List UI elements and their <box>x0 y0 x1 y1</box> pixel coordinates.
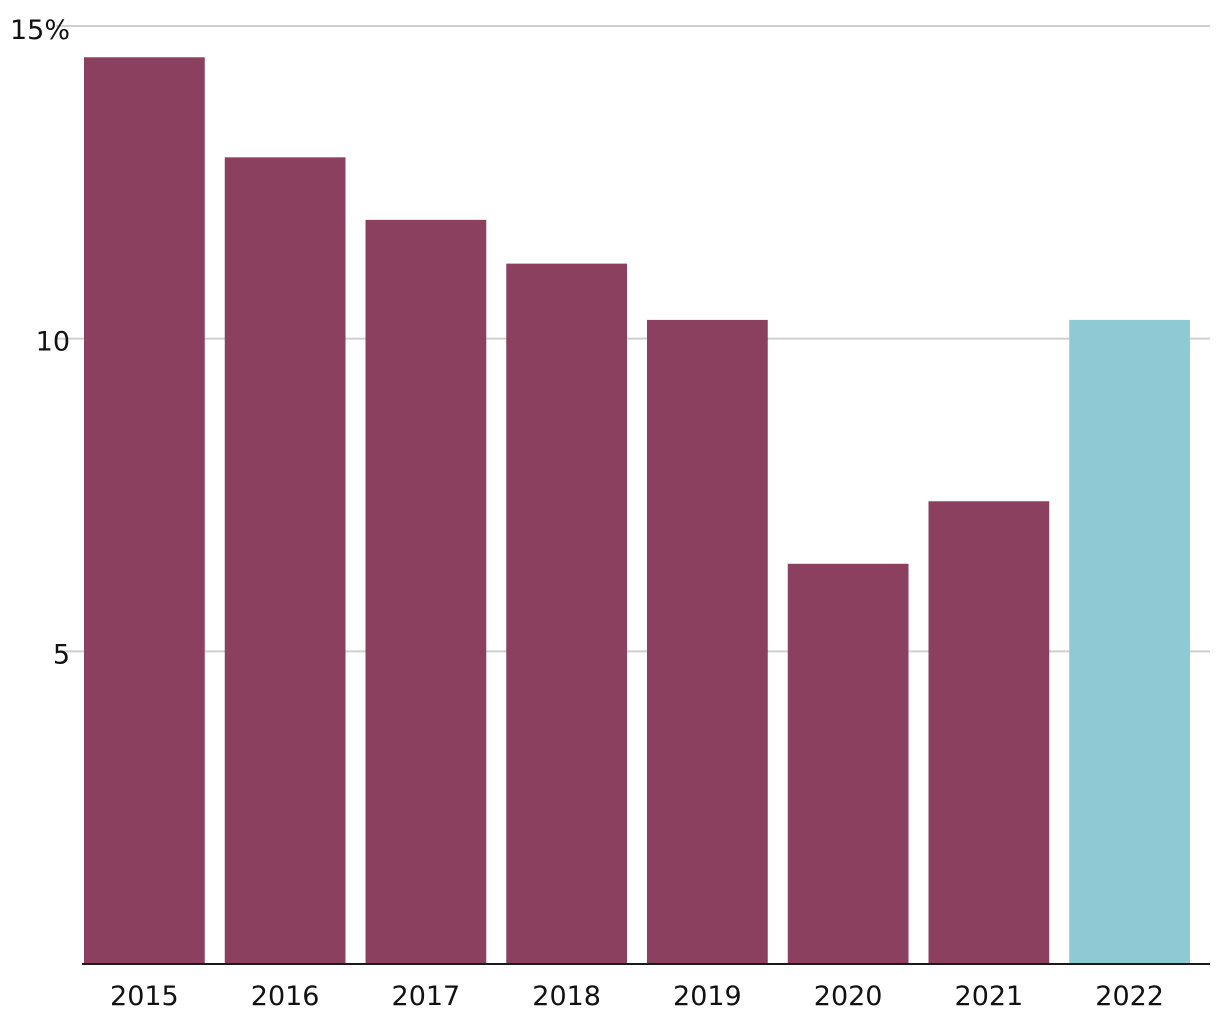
x-tick-label-2020: 2020 <box>814 981 883 1012</box>
bar-2017 <box>365 219 487 964</box>
bar-2016 <box>224 157 346 964</box>
x-tick-label-2016: 2016 <box>251 981 320 1012</box>
bar-2019 <box>647 319 768 964</box>
x-tick-label-2017: 2017 <box>392 981 461 1012</box>
y-tick-label: 10 <box>36 327 70 358</box>
x-tick-label-2015: 2015 <box>110 981 179 1012</box>
bar-2015 <box>84 57 205 965</box>
y-axis-ticks: 15% 10 5 <box>10 15 70 670</box>
y-tick-label: 15% <box>10 15 70 46</box>
bar-2018 <box>506 263 627 964</box>
x-tick-label-2019: 2019 <box>673 981 742 1012</box>
bar-2021 <box>928 501 1050 964</box>
bar-2020 <box>787 563 909 964</box>
x-axis-ticks: 2015 2016 2017 2018 2019 2020 2021 2022 <box>110 981 1164 1012</box>
x-tick-label-2021: 2021 <box>955 981 1024 1012</box>
x-tick-label-2018: 2018 <box>532 981 601 1012</box>
y-tick-label: 5 <box>53 639 70 670</box>
bars <box>84 57 1190 965</box>
x-tick-label-2022: 2022 <box>1095 981 1164 1012</box>
bar-2022 <box>1069 319 1190 964</box>
